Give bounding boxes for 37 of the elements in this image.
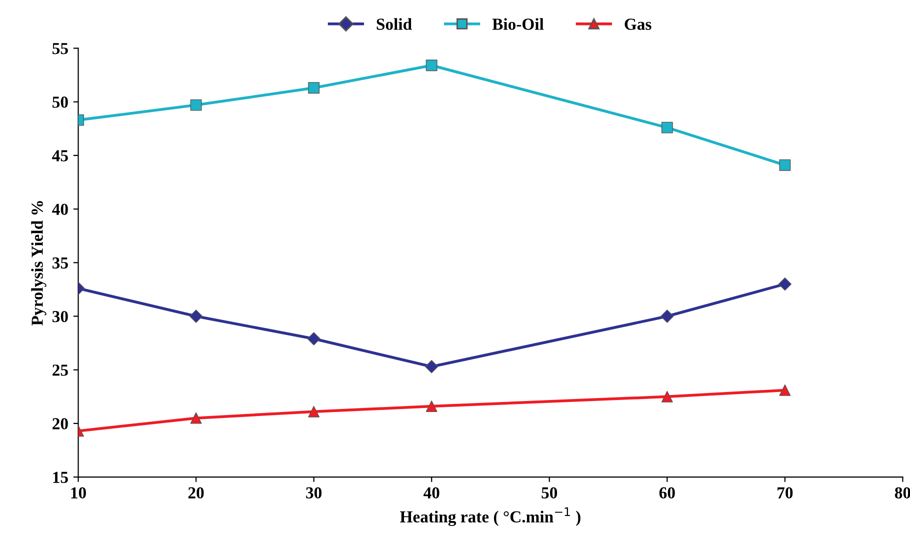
point (426, 400, 438, 412)
legend-label: Solid (376, 18, 412, 30)
x-tick-label: 40 (423, 487, 440, 498)
x-tick-label: 20 (188, 487, 204, 498)
point (190, 412, 202, 424)
point (307, 332, 320, 346)
x-tick-label: 30 (306, 487, 322, 498)
legend-label: Gas (624, 18, 652, 30)
point (425, 360, 438, 374)
point (661, 122, 673, 134)
point (779, 159, 791, 171)
y-tick-label: 15 (53, 472, 68, 483)
legend-label: Bio-Oil (492, 18, 544, 30)
y-tick-label: 40 (52, 204, 68, 215)
point (189, 310, 203, 323)
point (661, 390, 673, 402)
x-tick-label: 50 (542, 487, 558, 498)
y-tick-label: 30 (52, 310, 68, 322)
y-axis-title: Pyrolysis Yield % (31, 201, 46, 326)
y-tick-label: 35 (52, 257, 68, 269)
y-tick-label: 50 (52, 96, 68, 108)
y-tick-label: 20 (52, 418, 68, 430)
x-tick-label: 70 (778, 487, 793, 498)
point (426, 60, 438, 72)
x-axis-title: Heating rate ( °C.min$^{−1}$ ) (400, 507, 580, 526)
point (660, 310, 674, 323)
y-tick-label: 25 (52, 364, 68, 376)
point (308, 406, 320, 418)
y-tick-label: 45 (52, 150, 68, 162)
x-tick-label: 10 (71, 487, 86, 498)
point (308, 82, 320, 94)
x-tick-label: 60 (659, 487, 675, 498)
point (778, 278, 792, 291)
y-tick-label: 55 (52, 43, 68, 54)
point (190, 99, 202, 111)
point (779, 384, 791, 396)
x-tick-label: 80 (894, 487, 910, 498)
